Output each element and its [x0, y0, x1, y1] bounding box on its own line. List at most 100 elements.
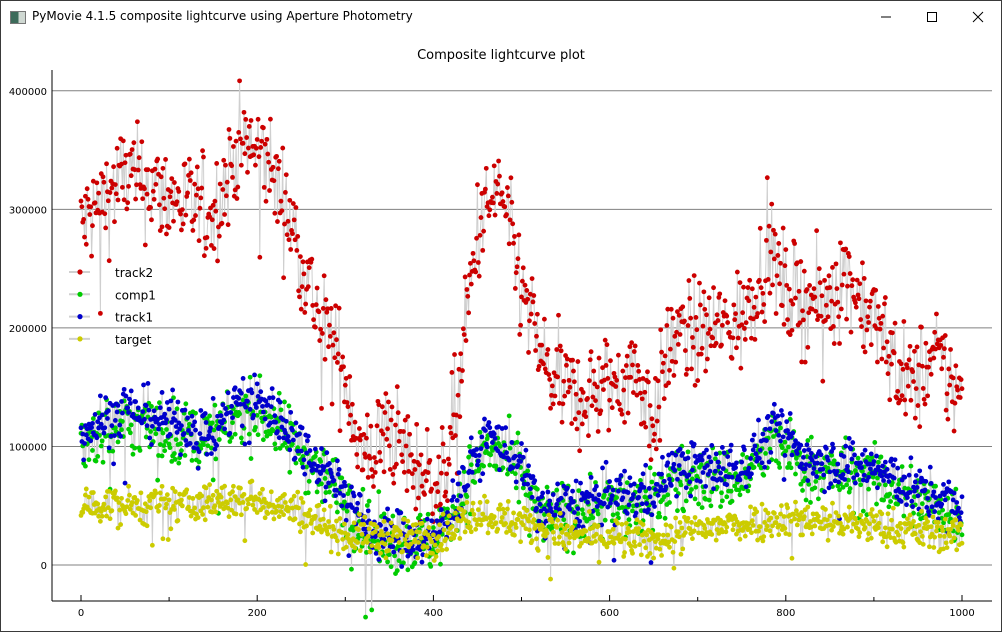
data-point-target	[148, 505, 153, 511]
data-point-track1	[262, 416, 268, 422]
data-point-track2	[401, 429, 406, 434]
data-point-target	[367, 549, 373, 555]
data-point-track2	[804, 287, 810, 292]
data-point-target	[250, 502, 256, 508]
data-point-track2	[801, 317, 806, 323]
data-point-comp1	[253, 424, 258, 430]
data-point-comp1	[112, 425, 118, 431]
data-point-track2	[331, 330, 337, 336]
data-point-track1	[258, 389, 264, 395]
data-point-target	[615, 520, 620, 526]
data-point-track2	[876, 315, 882, 321]
data-point-track1	[285, 434, 291, 439]
data-point-track2	[238, 162, 244, 168]
data-point-track2	[546, 372, 552, 377]
data-point-track2	[947, 382, 953, 388]
data-point-track2	[606, 427, 612, 433]
legend-marker	[77, 269, 83, 275]
data-point-comp1	[119, 427, 124, 433]
data-point-track2	[83, 241, 89, 247]
data-point-track2	[282, 221, 287, 227]
data-point-track2	[364, 412, 370, 418]
data-point-track1	[789, 452, 795, 458]
data-point-target	[628, 543, 634, 549]
data-point-track1	[558, 495, 564, 501]
data-point-track1	[212, 446, 218, 452]
data-point-target	[900, 540, 906, 546]
data-point-track1	[81, 457, 87, 463]
data-point-track2	[645, 379, 651, 385]
data-point-track1	[438, 507, 444, 513]
minimize-button[interactable]	[863, 1, 909, 32]
data-point-target	[696, 530, 701, 536]
data-point-track2	[279, 208, 285, 214]
data-point-target	[352, 545, 358, 551]
data-point-track2	[908, 397, 914, 403]
data-point-track2	[762, 319, 768, 324]
data-point-track2	[783, 247, 789, 252]
data-point-target	[659, 553, 664, 558]
data-point-track2	[422, 492, 427, 497]
data-point-track2	[478, 215, 484, 220]
data-point-comp1	[701, 489, 707, 495]
data-point-target	[310, 530, 316, 536]
data-point-track1	[173, 424, 179, 429]
data-point-track1	[127, 400, 133, 406]
data-point-track1	[715, 459, 721, 465]
data-point-comp1	[157, 400, 162, 406]
data-point-target	[205, 504, 211, 510]
data-point-target	[209, 509, 215, 515]
data-point-track1	[89, 425, 94, 430]
close-button[interactable]	[955, 1, 1001, 32]
data-point-comp1	[174, 406, 180, 412]
data-point-track1	[959, 494, 965, 500]
data-point-track2	[491, 163, 497, 169]
data-point-track2	[475, 260, 481, 265]
data-point-target	[195, 515, 201, 520]
data-point-track2	[122, 160, 128, 166]
data-point-track1	[680, 451, 686, 456]
data-point-target	[192, 505, 198, 511]
data-point-track2	[97, 310, 103, 316]
data-point-target	[846, 504, 852, 510]
data-point-target	[860, 521, 866, 527]
data-point-target	[497, 502, 503, 508]
data-point-comp1	[719, 490, 724, 496]
data-point-comp1	[525, 468, 531, 474]
data-point-track1	[146, 407, 152, 413]
data-point-track2	[459, 378, 464, 384]
data-point-track2	[831, 341, 837, 346]
data-point-track2	[386, 399, 391, 405]
data-point-target	[343, 544, 349, 550]
data-point-target	[438, 542, 444, 547]
data-point-target	[526, 518, 531, 524]
data-point-track1	[709, 443, 715, 448]
data-point-target	[268, 489, 274, 495]
data-point-target	[355, 540, 361, 545]
data-point-target	[557, 510, 563, 516]
data-point-comp1	[487, 462, 493, 468]
data-point-track2	[197, 205, 203, 211]
data-point-track2	[623, 363, 629, 368]
data-point-target	[830, 524, 836, 529]
data-point-comp1	[306, 478, 312, 484]
data-point-track1	[654, 481, 660, 487]
data-point-track2	[251, 152, 257, 158]
data-point-track2	[717, 291, 723, 297]
data-point-target	[388, 520, 394, 526]
maximize-button[interactable]	[909, 1, 955, 32]
data-point-track1	[749, 437, 755, 443]
data-point-track2	[739, 322, 745, 328]
data-point-track2	[558, 348, 564, 354]
data-point-track2	[820, 378, 826, 384]
data-point-track1	[739, 459, 745, 465]
data-point-track1	[561, 483, 567, 489]
data-point-comp1	[417, 512, 423, 518]
data-point-track1	[349, 484, 354, 490]
data-point-track2	[333, 303, 339, 309]
data-point-track2	[707, 326, 713, 332]
data-point-target	[357, 548, 363, 554]
data-point-track2	[374, 423, 380, 429]
data-point-track2	[312, 324, 318, 330]
